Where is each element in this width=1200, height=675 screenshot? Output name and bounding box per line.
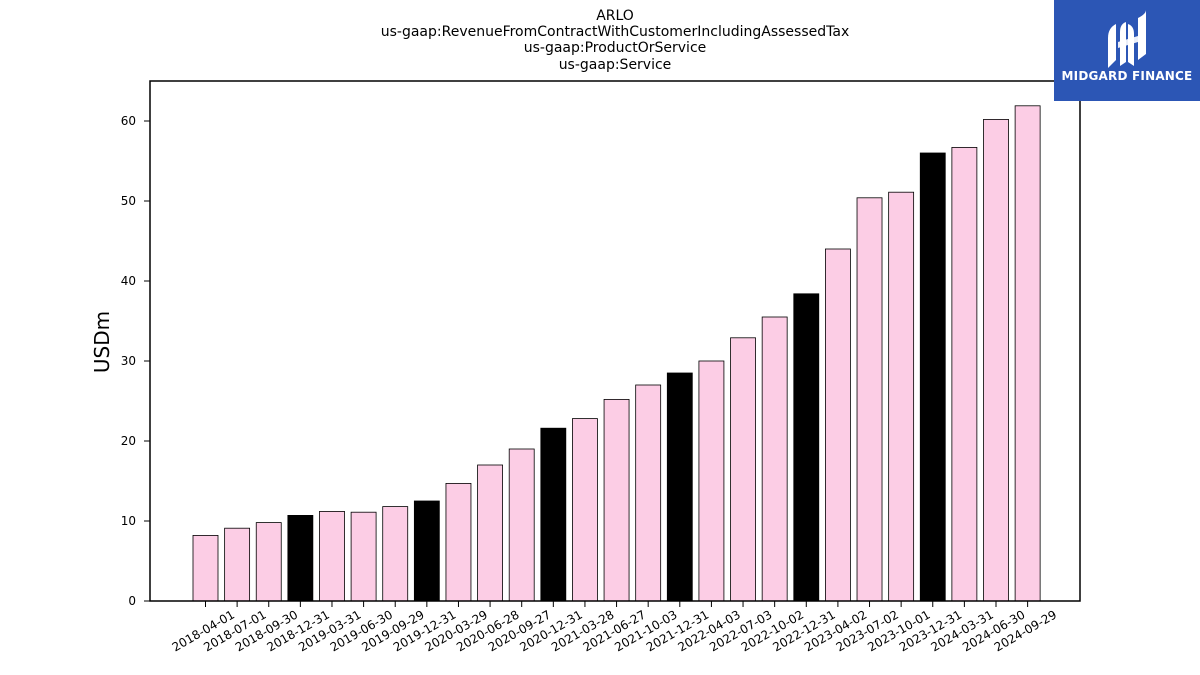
bar-2024-09-29 — [1014, 105, 1041, 602]
bar-2018-12-31 — [287, 515, 314, 602]
bar-2024-06-30 — [983, 119, 1009, 602]
logo-text: MIDGARD FINANCE — [1061, 69, 1193, 83]
bar-2020-03-29 — [445, 482, 472, 602]
bar-2024-03-31 — [951, 146, 978, 602]
bar-2021-03-28 — [572, 418, 598, 602]
bar-2019-06-30 — [350, 511, 377, 602]
bar-2019-03-31 — [319, 510, 345, 602]
y-axis-label: USDm — [90, 311, 114, 373]
bar-2021-10-03 — [635, 384, 662, 602]
brand-logo: MIDGARD FINANCE — [1054, 0, 1200, 101]
bar-2020-06-28 — [477, 464, 503, 602]
bar-2022-10-02 — [761, 316, 788, 602]
bar-2023-07-02 — [856, 197, 883, 602]
bar-2018-04-01 — [192, 535, 219, 602]
title-line: us-gaap:RevenueFromContractWithCustomerI… — [381, 24, 850, 40]
y-tick-label: 40 — [121, 274, 136, 288]
plot-frame — [149, 80, 1081, 602]
bar-2022-07-03 — [730, 337, 756, 602]
title-line: ARLO — [596, 8, 634, 24]
bar-2021-06-27 — [603, 398, 630, 602]
y-tick-label: 10 — [121, 514, 136, 528]
title-line: us-gaap:Service — [559, 57, 672, 73]
bars-group — [192, 105, 1041, 602]
bar-2022-04-03 — [698, 360, 725, 602]
midgard-logo-icon — [1108, 10, 1146, 68]
bar-2020-09-27 — [508, 448, 535, 602]
bar-2023-12-31 — [919, 152, 946, 602]
title-line: us-gaap:ProductOrService — [524, 40, 707, 56]
bar-2023-10-01 — [888, 191, 915, 602]
x-axis: 2018-04-012018-07-012018-09-302018-12-31… — [170, 601, 1059, 654]
y-tick-label: 20 — [121, 434, 136, 448]
bar-2023-04-02 — [825, 248, 851, 602]
y-tick-label: 50 — [121, 194, 136, 208]
y-tick-label: 0 — [128, 594, 136, 608]
y-tick-label: 30 — [121, 354, 136, 368]
bar-2019-12-31 — [413, 500, 440, 602]
bar-2018-09-30 — [255, 522, 282, 602]
y-tick-label: 60 — [121, 114, 136, 128]
y-axis: 0 10 20 30 40 50 60 — [121, 114, 150, 608]
chart-title: ARLO us-gaap:RevenueFromContractWithCust… — [381, 8, 850, 73]
bar-2019-09-29 — [382, 506, 409, 602]
bar-2020-12-31 — [540, 427, 567, 602]
bar-2022-12-31 — [793, 293, 820, 602]
bar-2018-07-01 — [224, 527, 251, 602]
bar-2021-12-31 — [666, 372, 693, 602]
